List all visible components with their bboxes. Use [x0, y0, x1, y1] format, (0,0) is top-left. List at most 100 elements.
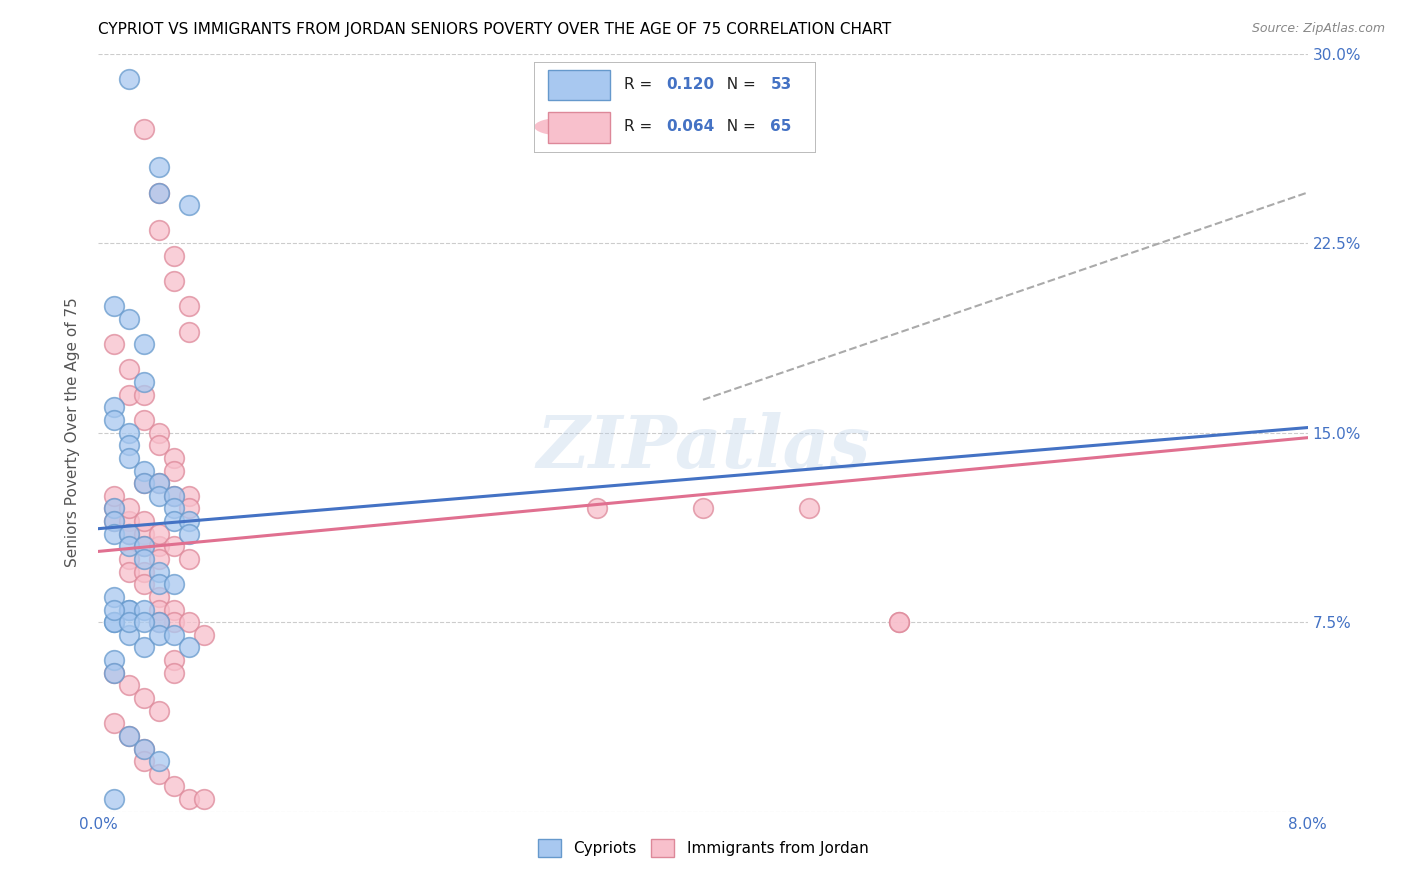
Point: [103, 514, 125, 528]
Point: [148, 565, 170, 579]
Point: [132, 387, 155, 401]
Point: [132, 514, 155, 528]
Point: [163, 450, 186, 465]
Point: [118, 438, 141, 452]
Point: [148, 577, 170, 591]
Point: [132, 526, 155, 541]
Point: [148, 539, 170, 553]
Point: [103, 501, 125, 516]
Point: [118, 552, 141, 566]
Point: [148, 438, 170, 452]
Point: [148, 489, 170, 503]
Point: [118, 602, 141, 616]
Point: [118, 362, 141, 376]
Point: [103, 526, 125, 541]
Point: [132, 122, 155, 136]
Point: [118, 71, 141, 86]
Point: [132, 539, 155, 553]
Point: [692, 501, 714, 516]
Point: [118, 312, 141, 326]
Point: [179, 325, 201, 339]
Point: [118, 678, 141, 692]
Point: [132, 754, 155, 768]
Legend: Cypriots, Immigrants from Jordan: Cypriots, Immigrants from Jordan: [537, 838, 869, 857]
Point: [163, 501, 186, 516]
Point: [103, 337, 125, 351]
Point: [148, 526, 170, 541]
Point: [103, 653, 125, 667]
Point: [103, 299, 125, 313]
Text: 0.064: 0.064: [666, 120, 714, 134]
Point: [103, 792, 125, 806]
Point: [797, 501, 820, 516]
Point: [148, 590, 170, 604]
Point: [118, 526, 141, 541]
Point: [132, 539, 155, 553]
Text: 0.120: 0.120: [666, 78, 714, 92]
Text: CYPRIOT VS IMMIGRANTS FROM JORDAN SENIORS POVERTY OVER THE AGE OF 75 CORRELATION: CYPRIOT VS IMMIGRANTS FROM JORDAN SENIOR…: [98, 22, 891, 37]
Point: [148, 552, 170, 566]
Circle shape: [534, 118, 591, 136]
Point: [889, 615, 911, 630]
Point: [163, 628, 186, 642]
Point: [163, 249, 186, 263]
Point: [132, 741, 155, 756]
Point: [163, 464, 186, 478]
Point: [118, 514, 141, 528]
Point: [132, 476, 155, 491]
Point: [179, 501, 201, 516]
Point: [132, 565, 155, 579]
Text: 65: 65: [770, 120, 792, 134]
Point: [132, 464, 155, 478]
Point: [179, 640, 201, 655]
Point: [148, 161, 170, 175]
Point: [118, 539, 141, 553]
Point: [148, 615, 170, 630]
Point: [148, 628, 170, 642]
Point: [179, 198, 201, 212]
Point: [132, 552, 155, 566]
Point: [163, 615, 186, 630]
Point: [148, 602, 170, 616]
Point: [148, 704, 170, 718]
Point: [103, 615, 125, 630]
Y-axis label: Seniors Poverty Over the Age of 75: Seniors Poverty Over the Age of 75: [65, 298, 80, 567]
Point: [586, 501, 609, 516]
Point: [163, 653, 186, 667]
Point: [118, 615, 141, 630]
Point: [163, 514, 186, 528]
Bar: [548, 70, 610, 100]
Point: [132, 741, 155, 756]
Point: [163, 274, 186, 288]
Point: [103, 401, 125, 415]
Point: [118, 602, 141, 616]
Point: [148, 615, 170, 630]
Point: [132, 615, 155, 630]
Point: [103, 489, 125, 503]
Point: [103, 501, 125, 516]
Point: [103, 514, 125, 528]
Point: [118, 501, 141, 516]
Point: [118, 628, 141, 642]
Point: [148, 476, 170, 491]
Point: [103, 665, 125, 680]
Text: N =: N =: [717, 78, 761, 92]
Text: 53: 53: [770, 78, 792, 92]
Point: [148, 186, 170, 200]
Point: [163, 577, 186, 591]
Point: [132, 337, 155, 351]
Text: ZIPatlas: ZIPatlas: [536, 412, 870, 483]
Point: [132, 476, 155, 491]
Point: [103, 716, 125, 731]
Point: [179, 299, 201, 313]
Point: [103, 665, 125, 680]
Point: [132, 413, 155, 427]
Text: N =: N =: [717, 120, 761, 134]
Point: [148, 186, 170, 200]
Point: [179, 792, 201, 806]
Point: [118, 387, 141, 401]
Point: [889, 615, 911, 630]
Point: [179, 526, 201, 541]
Point: [103, 615, 125, 630]
Point: [132, 602, 155, 616]
